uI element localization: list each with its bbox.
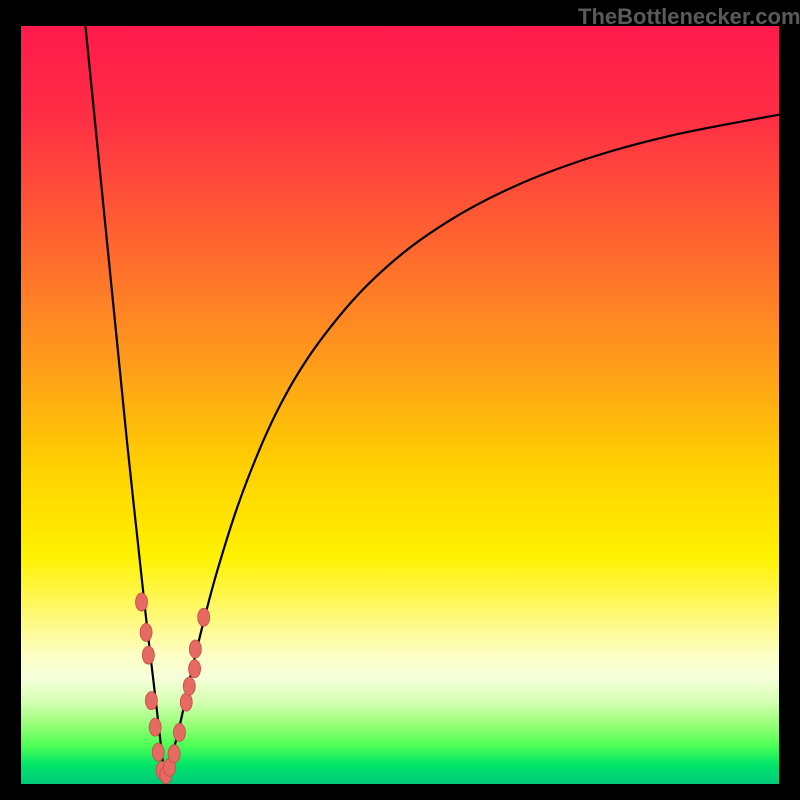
left-branch	[85, 26, 165, 775]
data-marker	[180, 693, 192, 711]
data-marker	[189, 640, 201, 658]
data-marker	[145, 692, 157, 710]
right-branch	[165, 115, 779, 775]
data-marker	[183, 677, 195, 695]
data-marker	[173, 723, 185, 741]
data-marker	[168, 745, 180, 763]
plot-area	[21, 26, 779, 784]
curve-layer	[21, 26, 779, 784]
data-marker	[152, 743, 164, 761]
watermark-text: TheBottlenecker.com	[578, 4, 800, 30]
data-marker	[140, 623, 152, 641]
data-marker	[189, 660, 201, 678]
data-marker	[136, 593, 148, 611]
chart-canvas: TheBottlenecker.com	[0, 0, 800, 800]
data-marker	[149, 718, 161, 736]
data-marker	[198, 608, 210, 626]
data-marker	[142, 646, 154, 664]
